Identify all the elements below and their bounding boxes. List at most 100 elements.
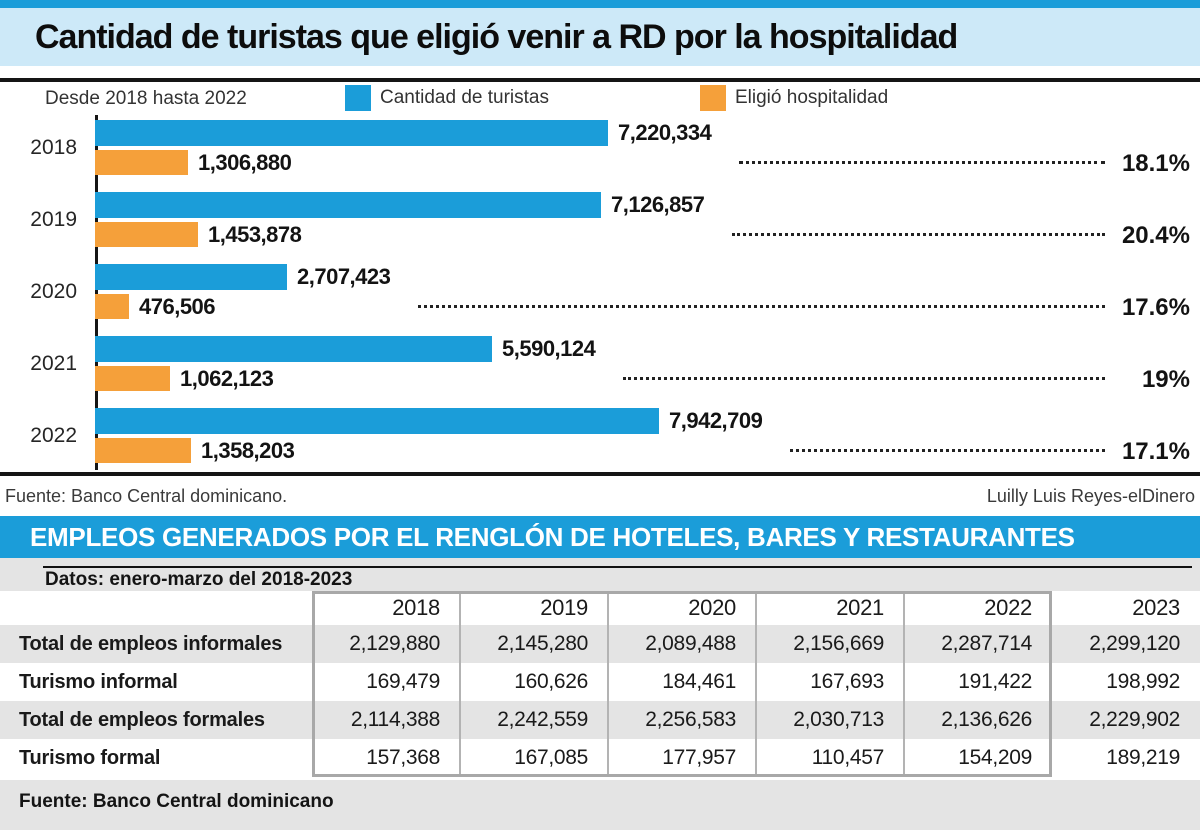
table-source-band: Fuente: Banco Central dominicano [0, 780, 1200, 830]
legend-label-turistas: Cantidad de turistas [380, 87, 549, 108]
chart-group: 2020 2,707,423 476,506 17.6% [0, 264, 1200, 321]
hospitality-value: 1,306,880 [198, 149, 292, 175]
year-label: 2020 [30, 279, 77, 303]
table-cell: 154,209 [958, 746, 1032, 769]
table-row: Turismo formal 157,368 167,085 177,957 110,4… [0, 739, 1200, 777]
table-cell: 160,626 [514, 670, 588, 693]
chart-group: 2018 7,220,334 1,306,880 18.1% [0, 120, 1200, 177]
bar-pair: 2,707,423 476,506 [95, 264, 1200, 319]
tourists-bar-row: 7,126,857 [95, 192, 1200, 236]
table-cell: 2,242,559 [497, 708, 588, 731]
table-cell: 2,156,669 [793, 632, 884, 655]
table-cell: 177,957 [662, 746, 736, 769]
table-banner-title: EMPLEOS GENERADOS POR EL RENGLÓN DE HOTE… [30, 521, 1075, 552]
row-label: Turismo informal [19, 670, 178, 693]
percent-label: 17.6% [1121, 294, 1190, 321]
hospitality-value: 1,453,878 [208, 221, 302, 247]
chart-source: Fuente: Banco Central dominicano. [5, 486, 288, 506]
hospitality-bar [95, 438, 191, 463]
dotted-leader-line [790, 448, 1105, 452]
table-cell: 2,299,120 [1089, 632, 1180, 655]
year-label: 2021 [30, 351, 77, 375]
chart-legend-row: Desde 2018 hasta 2022 Cantidad de turist… [0, 82, 1200, 112]
tourists-bar [95, 336, 492, 362]
table-cell: 169,479 [366, 670, 440, 693]
divider-bottom [0, 472, 1200, 476]
hospitality-bar-row: 1,453,878 [95, 222, 1200, 247]
dotted-leader-line [623, 376, 1105, 380]
hospitality-value: 476,506 [139, 293, 216, 319]
legend-item-hospitalidad: Eligió hospitalidad [700, 85, 888, 111]
percent-label: 18.1% [1121, 150, 1190, 177]
column-header: 2019 [540, 595, 588, 620]
bar-pair: 5,590,124 1,062,123 [95, 336, 1200, 391]
divider-top [0, 78, 1200, 82]
table-cell: 184,461 [662, 670, 736, 693]
table-cell: 2,229,902 [1089, 708, 1180, 731]
tourists-bar-row: 7,942,709 [95, 408, 1200, 452]
hospitality-bar-row: 1,358,203 [95, 438, 1200, 463]
employment-table: 2018 2019 2020 2021 2022 2023 Total de empleos… [0, 591, 1200, 778]
column-header: 2021 [836, 595, 884, 620]
bar-pair: 7,942,709 1,358,203 [95, 408, 1200, 463]
table-source: Fuente: Banco Central dominicano [19, 791, 334, 812]
column-header: 2018 [392, 595, 440, 620]
tourists-bar-row: 5,590,124 [95, 336, 1200, 380]
chart-source-row: Fuente: Banco Central dominicano. Luilly… [0, 476, 1200, 516]
tourists-value: 5,590,124 [502, 336, 596, 361]
legend-swatch-turistas-icon [345, 85, 371, 111]
table-cell: 2,145,280 [497, 632, 588, 655]
table-cell: 2,129,880 [349, 632, 440, 655]
table-cell: 2,030,713 [793, 708, 884, 731]
tourists-value: 7,126,857 [611, 192, 705, 217]
table-note-band: Datos: enero-marzo del 2018-2023 [0, 558, 1200, 591]
chart-group: 2021 5,590,124 1,062,123 19% [0, 336, 1200, 393]
legend-item-turistas: Cantidad de turistas [345, 85, 549, 111]
top-accent-strip [0, 0, 1200, 8]
row-label: Total de empleos informales [19, 632, 283, 655]
table-cell: 189,219 [1106, 746, 1180, 769]
chart-subtitle: Desde 2018 hasta 2022 [45, 88, 247, 109]
column-header: 2022 [984, 595, 1032, 620]
hospitality-bar-row: 1,062,123 [95, 366, 1200, 391]
hospitality-value: 1,062,123 [180, 365, 274, 391]
hospitality-bar [95, 294, 129, 319]
table-cell: 167,085 [514, 746, 588, 769]
table-header-row: 2018 2019 2020 2021 2022 2023 [0, 591, 1200, 625]
table-cell: 2,136,626 [941, 708, 1032, 731]
year-label: 2019 [30, 207, 77, 231]
percent-label: 17.1% [1121, 438, 1190, 465]
table-row: Turismo informal 169,479 160,626 184,461 167… [0, 663, 1200, 701]
dotted-leader-line [418, 304, 1105, 308]
hospitality-bar [95, 366, 170, 391]
title-band: Cantidad de turistas que eligió venir a … [0, 8, 1200, 66]
y-axis-line [95, 115, 98, 470]
hospitality-value: 1,358,203 [201, 437, 295, 463]
tourists-value: 7,942,709 [669, 408, 763, 433]
table-cell: 2,256,583 [645, 708, 736, 731]
percent-label: 20.4% [1121, 222, 1190, 249]
tourists-value: 2,707,423 [297, 264, 391, 289]
tourists-bar [95, 120, 608, 146]
table-banner: EMPLEOS GENERADOS POR EL RENGLÓN DE HOTE… [0, 516, 1200, 558]
note-divider [43, 566, 1192, 568]
column-header: 2020 [688, 595, 736, 620]
dotted-leader-line [732, 232, 1105, 236]
hospitality-bar [95, 150, 188, 175]
table-cell: 198,992 [1106, 670, 1180, 693]
table-cell: 110,457 [811, 746, 885, 769]
hospitality-bar-row: 1,306,880 [95, 150, 1200, 175]
page-title: Cantidad de turistas que eligió venir a … [35, 17, 958, 56]
column-header: 2023 [1132, 595, 1180, 620]
legend-label-hospitalidad: Eligió hospitalidad [735, 87, 889, 108]
tourists-bar [95, 264, 287, 290]
dotted-leader-line [739, 160, 1105, 164]
hospitality-bar [95, 222, 198, 247]
table-cell: 167,693 [810, 670, 884, 693]
tourists-bar-chart: 2018 7,220,334 1,306,880 18.1% 2019 7,126,857… [0, 112, 1200, 472]
chart-group: 2019 7,126,857 1,453,878 20.4% [0, 192, 1200, 249]
tourists-bar [95, 408, 659, 434]
chart-credit: Luilly Luis Reyes-elDinero [986, 486, 1195, 506]
table-cell: 2,287,714 [941, 632, 1032, 655]
